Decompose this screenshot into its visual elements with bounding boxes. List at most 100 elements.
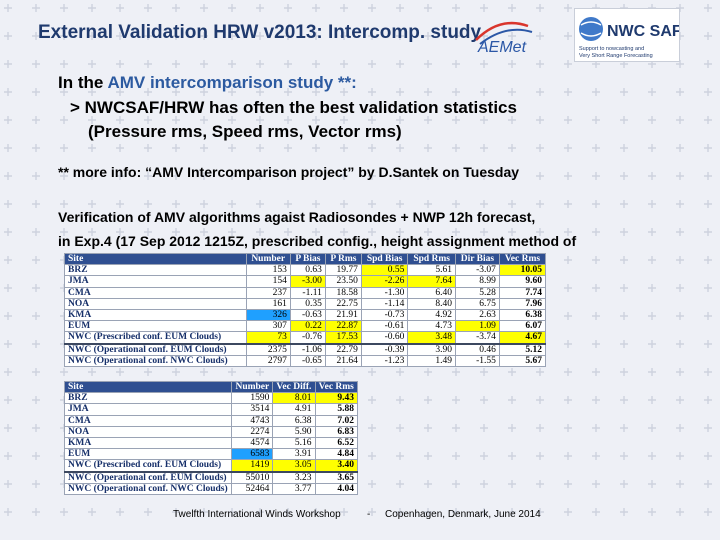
table1-value-cell: -3.07 [454,264,500,277]
globe-icon [579,17,603,41]
table1-value-cell: 5.67 [498,354,547,368]
table1-value-cell: 8.40 [407,297,456,311]
nwc-saf-sub1: Support to nowcasting and [579,46,644,52]
table1-value-cell: 22.87 [324,320,362,333]
table1-row: BRZ 153 0.63 19.77 0.55 5.61 -3.07 10.05 [64,264,547,277]
table1-site-cell: CMA [64,286,247,299]
table2-value-cell: 3.05 [272,459,316,473]
table2-value-cell: 2274 [231,425,274,439]
aemet-logo: AEMet [475,21,533,56]
table1-value-cell: -2.26 [360,275,409,288]
table2-site-cell: CMA [63,414,233,427]
table1-site-cell: BRZ [64,264,247,277]
aemet-logo-text: AEMet [477,39,527,56]
table1-value-cell: 7.96 [498,297,547,311]
table2-row: EUM 6583 3.91 4.84 [63,448,358,461]
table1-value-cell: 2.63 [454,309,500,322]
table2-value-cell: 6.83 [314,425,358,439]
table2-site-cell: KMA [63,437,233,450]
table1-value-cell: -0.65 [289,354,326,368]
table1-value-cell: -3.74 [454,331,500,345]
table1-value-cell: 237 [245,286,291,299]
table1-value-cell: 19.77 [324,264,362,277]
table1-site-cell: NWC (Operational conf. EUM Clouds) [64,342,247,356]
validation-table-pressure-speed: Site Number P Bias P Rms Spd Bias Spd Rms Dir … [64,252,547,368]
table1-header-1: Number [245,252,291,266]
nwc-saf-logo-text: NWC SAF [607,23,679,40]
table1-value-cell: 1.49 [407,354,456,368]
table1-row: KMA 326 -0.63 21.91 -0.73 4.92 2.63 6.38 [64,309,547,322]
footer-dash: - [367,509,371,520]
table2-value-cell: 3.65 [314,470,358,484]
table2-header-3: Vec Rms [314,380,358,394]
table1-value-cell: 7.74 [498,286,547,299]
table2-value-cell: 4743 [231,414,274,427]
table1-value-cell: 3.48 [407,331,456,345]
table1-value-cell: 73 [245,331,291,345]
intro-line-1: In the AMV intercomparison study **: [58,73,357,93]
table1-row: NWC (Operational conf. NWC Clouds) 2797 -0… [64,354,547,368]
nwc-saf-sub2: Very Short Range Forecasting [579,53,653,59]
more-info-note: ** more info: “AMV Intercomparison proje… [58,164,520,180]
table1-value-cell: 154 [245,275,291,288]
table1-value-cell: -0.61 [360,320,409,333]
table1-value-cell: -1.30 [360,286,409,299]
table1-site-cell: KMA [64,309,247,322]
table1-row: NWC (Prescribed conf. EUM Clouds) 73 -0.76… [64,331,547,345]
table1-value-cell: 18.58 [324,286,362,299]
table1-value-cell: 21.91 [324,309,362,322]
table1-row: JMA 154 -3.00 23.50 -2.26 7.64 8.99 9.60 [64,275,547,288]
table2-row: NWC (Operational conf. NWC Clouds) 52464 3… [63,482,358,496]
table2-site-cell: NOA [63,425,233,439]
table1-value-cell: 0.63 [289,264,326,277]
table1-value-cell: 23.50 [324,275,362,288]
table2-value-cell: 3.40 [314,459,358,473]
table1-value-cell: -1.23 [360,354,409,368]
slide-title: External Validation HRW v2013: Intercomp… [38,22,482,43]
table2-value-cell: 6.52 [314,437,358,450]
table1-value-cell: -1.06 [289,342,326,356]
table2-site-cell: JMA [63,403,233,416]
table1-value-cell: 2797 [245,354,291,368]
table1-value-cell: 21.64 [324,354,362,368]
table1-value-cell: 0.46 [454,342,500,356]
table2-site-cell: NWC (Prescribed conf. EUM Clouds) [63,459,233,473]
table1-header-3: P Rms [324,252,362,266]
table1-value-cell: 0.55 [360,264,409,277]
table1-value-cell: -0.39 [360,342,409,356]
table2-value-cell: 5.88 [314,403,358,416]
table1-value-cell: 161 [245,297,291,311]
verification-line-1: Verification of AMV algorithms agaist Ra… [58,209,536,225]
table1-value-cell: -0.76 [289,331,326,345]
table1-site-cell: JMA [64,275,247,288]
table1-header-2: P Bias [289,252,326,266]
footer-workshop: Twelfth International Winds Workshop [173,509,341,520]
table1-site-cell: NOA [64,297,247,311]
table2-row: BRZ 1590 8.01 9.43 [63,392,358,405]
table2-value-cell: 4.84 [314,448,358,461]
table1-value-cell: 7.64 [407,275,456,288]
table2-row: JMA 3514 4.91 5.88 [63,403,358,416]
table1-value-cell: 307 [245,320,291,333]
table1-value-cell: 4.67 [498,331,547,345]
table1-value-cell: 5.61 [407,264,456,277]
table1-value-cell: 6.75 [454,297,500,311]
table2-header-1: Number [231,380,274,394]
table1-header-6: Dir Bias [454,252,500,266]
table1-value-cell: -0.60 [360,331,409,345]
table2-value-cell: 3.91 [272,448,316,461]
table1-row: NOA 161 0.35 22.75 -1.14 8.40 6.75 7.96 [64,297,547,311]
table2-value-cell: 5.90 [272,425,316,439]
table1-value-cell: 22.79 [324,342,362,356]
table2-value-cell: 9.43 [314,392,358,405]
intro-accent: AMV intercomparison study **: [107,73,357,92]
table1-site-cell: EUM [64,320,247,333]
nwc-saf-logo: NWC SAF Support to nowcasting and Very S… [574,8,682,62]
table2-value-cell: 3.23 [272,470,316,484]
table1-value-cell: -3.00 [289,275,326,288]
table1-value-cell: 3.90 [407,342,456,356]
table2-row: NOA 2274 5.90 6.83 [63,425,358,439]
table1-value-cell: 6.40 [407,286,456,299]
table1-value-cell: -0.73 [360,309,409,322]
